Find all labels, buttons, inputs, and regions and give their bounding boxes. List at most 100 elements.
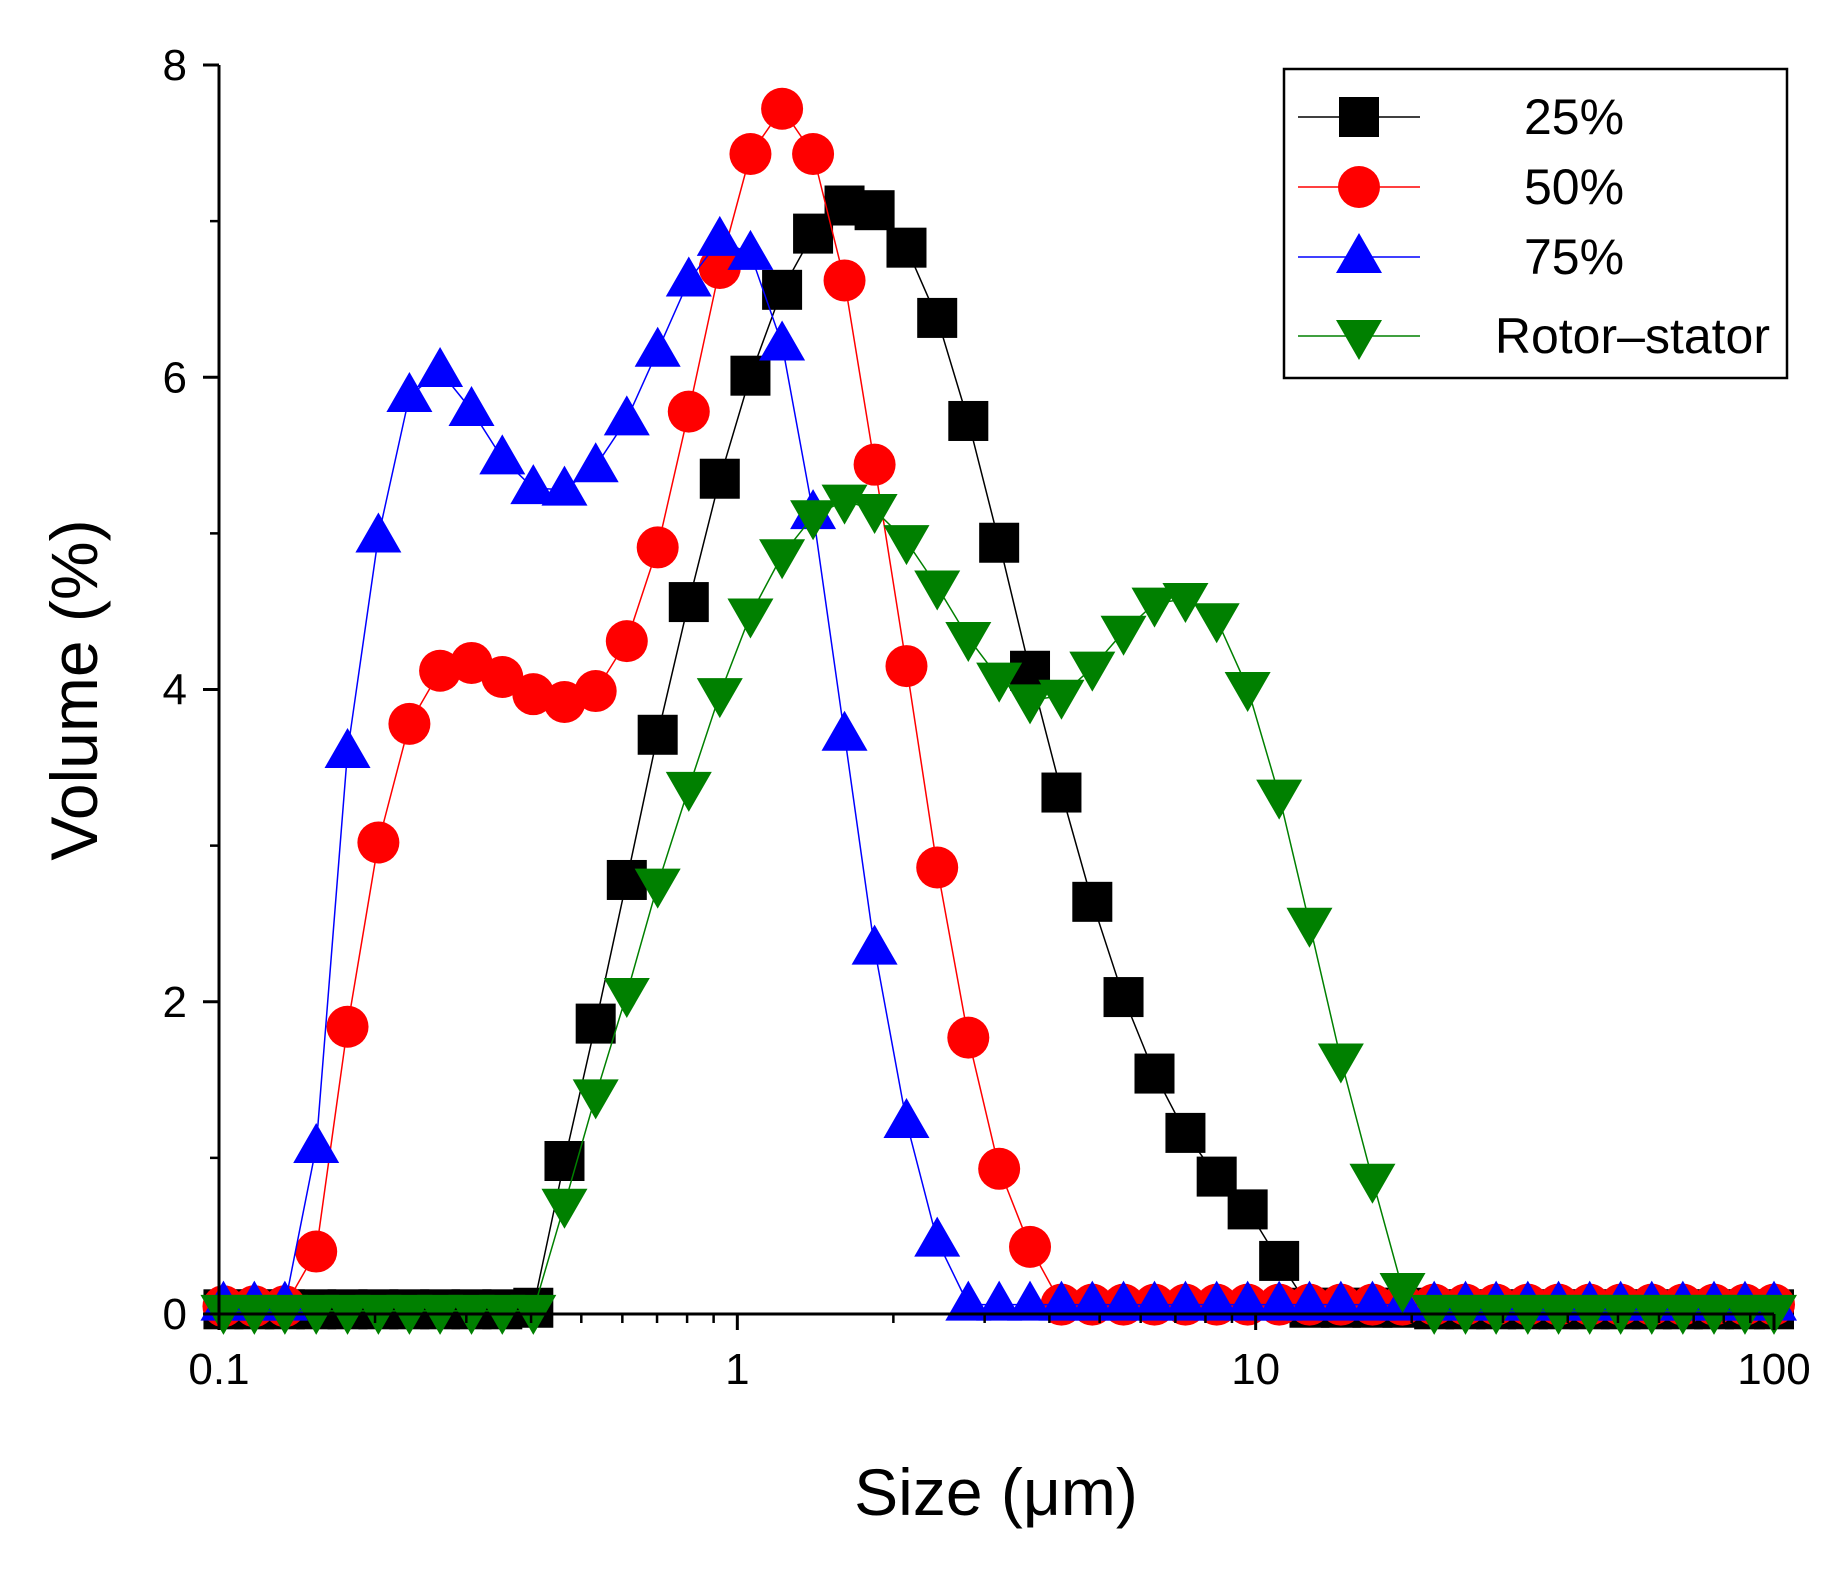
data-point — [667, 390, 710, 433]
data-point — [979, 522, 1020, 563]
data-point — [1349, 1280, 1396, 1321]
data-point — [883, 525, 930, 566]
data-point — [914, 570, 961, 611]
data-point — [854, 190, 895, 231]
data-point — [326, 1005, 369, 1048]
data-point — [541, 465, 588, 506]
data-point — [481, 656, 524, 699]
data-point — [948, 400, 989, 441]
data-point — [634, 326, 681, 367]
data-point — [1259, 1240, 1300, 1281]
data-point — [1038, 1280, 1085, 1321]
data-point — [1038, 679, 1085, 720]
data-point — [357, 821, 400, 864]
data-point — [606, 859, 647, 900]
data-point — [730, 355, 771, 396]
data-point — [792, 132, 835, 175]
y-tick-label: 0 — [163, 1290, 187, 1339]
data-point — [637, 714, 678, 755]
data-point — [916, 846, 959, 889]
data-point — [1069, 1280, 1116, 1321]
data-point — [1317, 1280, 1364, 1321]
y-tick-label: 6 — [163, 353, 187, 402]
ticks-layer: 0.1 1 10 100 0 2 4 6 8 — [163, 41, 1811, 1394]
y-axis-title: Volume (%) — [37, 519, 111, 860]
data-point — [917, 297, 958, 338]
data-point — [1193, 603, 1240, 644]
data-point — [790, 500, 837, 541]
data-point — [945, 1280, 992, 1321]
data-point — [605, 620, 648, 663]
data-point — [1162, 582, 1209, 623]
data-point — [1286, 1280, 1333, 1321]
data-point — [885, 645, 928, 688]
data-point — [603, 977, 650, 1018]
data-point — [914, 1216, 961, 1257]
data-point — [1379, 1273, 1426, 1314]
y-tick-label: 2 — [163, 978, 187, 1027]
x-axis-title: Size (μm) — [854, 1455, 1138, 1529]
legend-marker — [1338, 166, 1380, 208]
data-point — [761, 87, 804, 130]
series-3 — [200, 484, 1797, 1335]
legend-label: Rotor–stator — [1495, 308, 1770, 364]
data-point — [886, 227, 927, 268]
data-point — [544, 1140, 585, 1181]
series-line — [223, 238, 1774, 1306]
data-point — [727, 229, 774, 270]
data-point — [851, 924, 898, 965]
data-point — [510, 464, 557, 505]
data-point — [1162, 1280, 1209, 1321]
data-point — [821, 710, 868, 751]
legend-marker — [1339, 97, 1379, 137]
legend-marker — [1336, 233, 1382, 273]
data-point — [883, 1097, 930, 1138]
data-point — [665, 256, 712, 297]
data-point — [1349, 1163, 1396, 1204]
data-point — [1193, 1280, 1240, 1321]
data-point — [945, 621, 992, 662]
data-point — [729, 132, 772, 175]
x-tick-label: 0.1 — [188, 1345, 249, 1394]
data-point — [572, 1079, 619, 1120]
data-point — [1131, 1280, 1178, 1321]
data-point — [572, 442, 619, 483]
x-tick-label: 1 — [725, 1345, 749, 1394]
data-point — [295, 1230, 338, 1273]
data-point — [698, 246, 741, 289]
data-point — [1256, 779, 1303, 820]
data-point — [386, 371, 433, 412]
legend: 25% 50% 75% Rotor–stator — [1282, 67, 1789, 380]
data-point — [976, 662, 1023, 703]
data-point — [947, 1016, 990, 1059]
data-point — [575, 1003, 616, 1044]
data-point — [1256, 1280, 1303, 1321]
data-point — [603, 395, 650, 436]
data-point — [1227, 1189, 1268, 1230]
data-point — [1131, 587, 1178, 628]
data-point — [417, 347, 464, 388]
data-point — [479, 434, 526, 475]
data-point — [1317, 1043, 1364, 1084]
legend-marker — [1336, 320, 1382, 360]
x-tick-label: 10 — [1231, 1345, 1280, 1394]
data-point — [1224, 671, 1271, 712]
data-point — [976, 1280, 1023, 1321]
data-point — [1007, 684, 1054, 725]
data-point — [1069, 651, 1116, 692]
data-point — [823, 259, 866, 302]
data-point — [699, 458, 740, 499]
data-point — [448, 386, 495, 427]
legend-label: 25% — [1524, 89, 1624, 145]
data-point — [1072, 881, 1113, 922]
data-point — [762, 269, 803, 310]
data-point — [636, 526, 679, 569]
data-point — [1165, 1112, 1206, 1153]
data-point — [696, 678, 743, 719]
y-tick-label: 8 — [163, 41, 187, 90]
data-point — [1286, 907, 1333, 948]
data-point — [1100, 1280, 1147, 1321]
data-point — [759, 320, 806, 361]
x-tick-label: 100 — [1737, 1345, 1810, 1394]
